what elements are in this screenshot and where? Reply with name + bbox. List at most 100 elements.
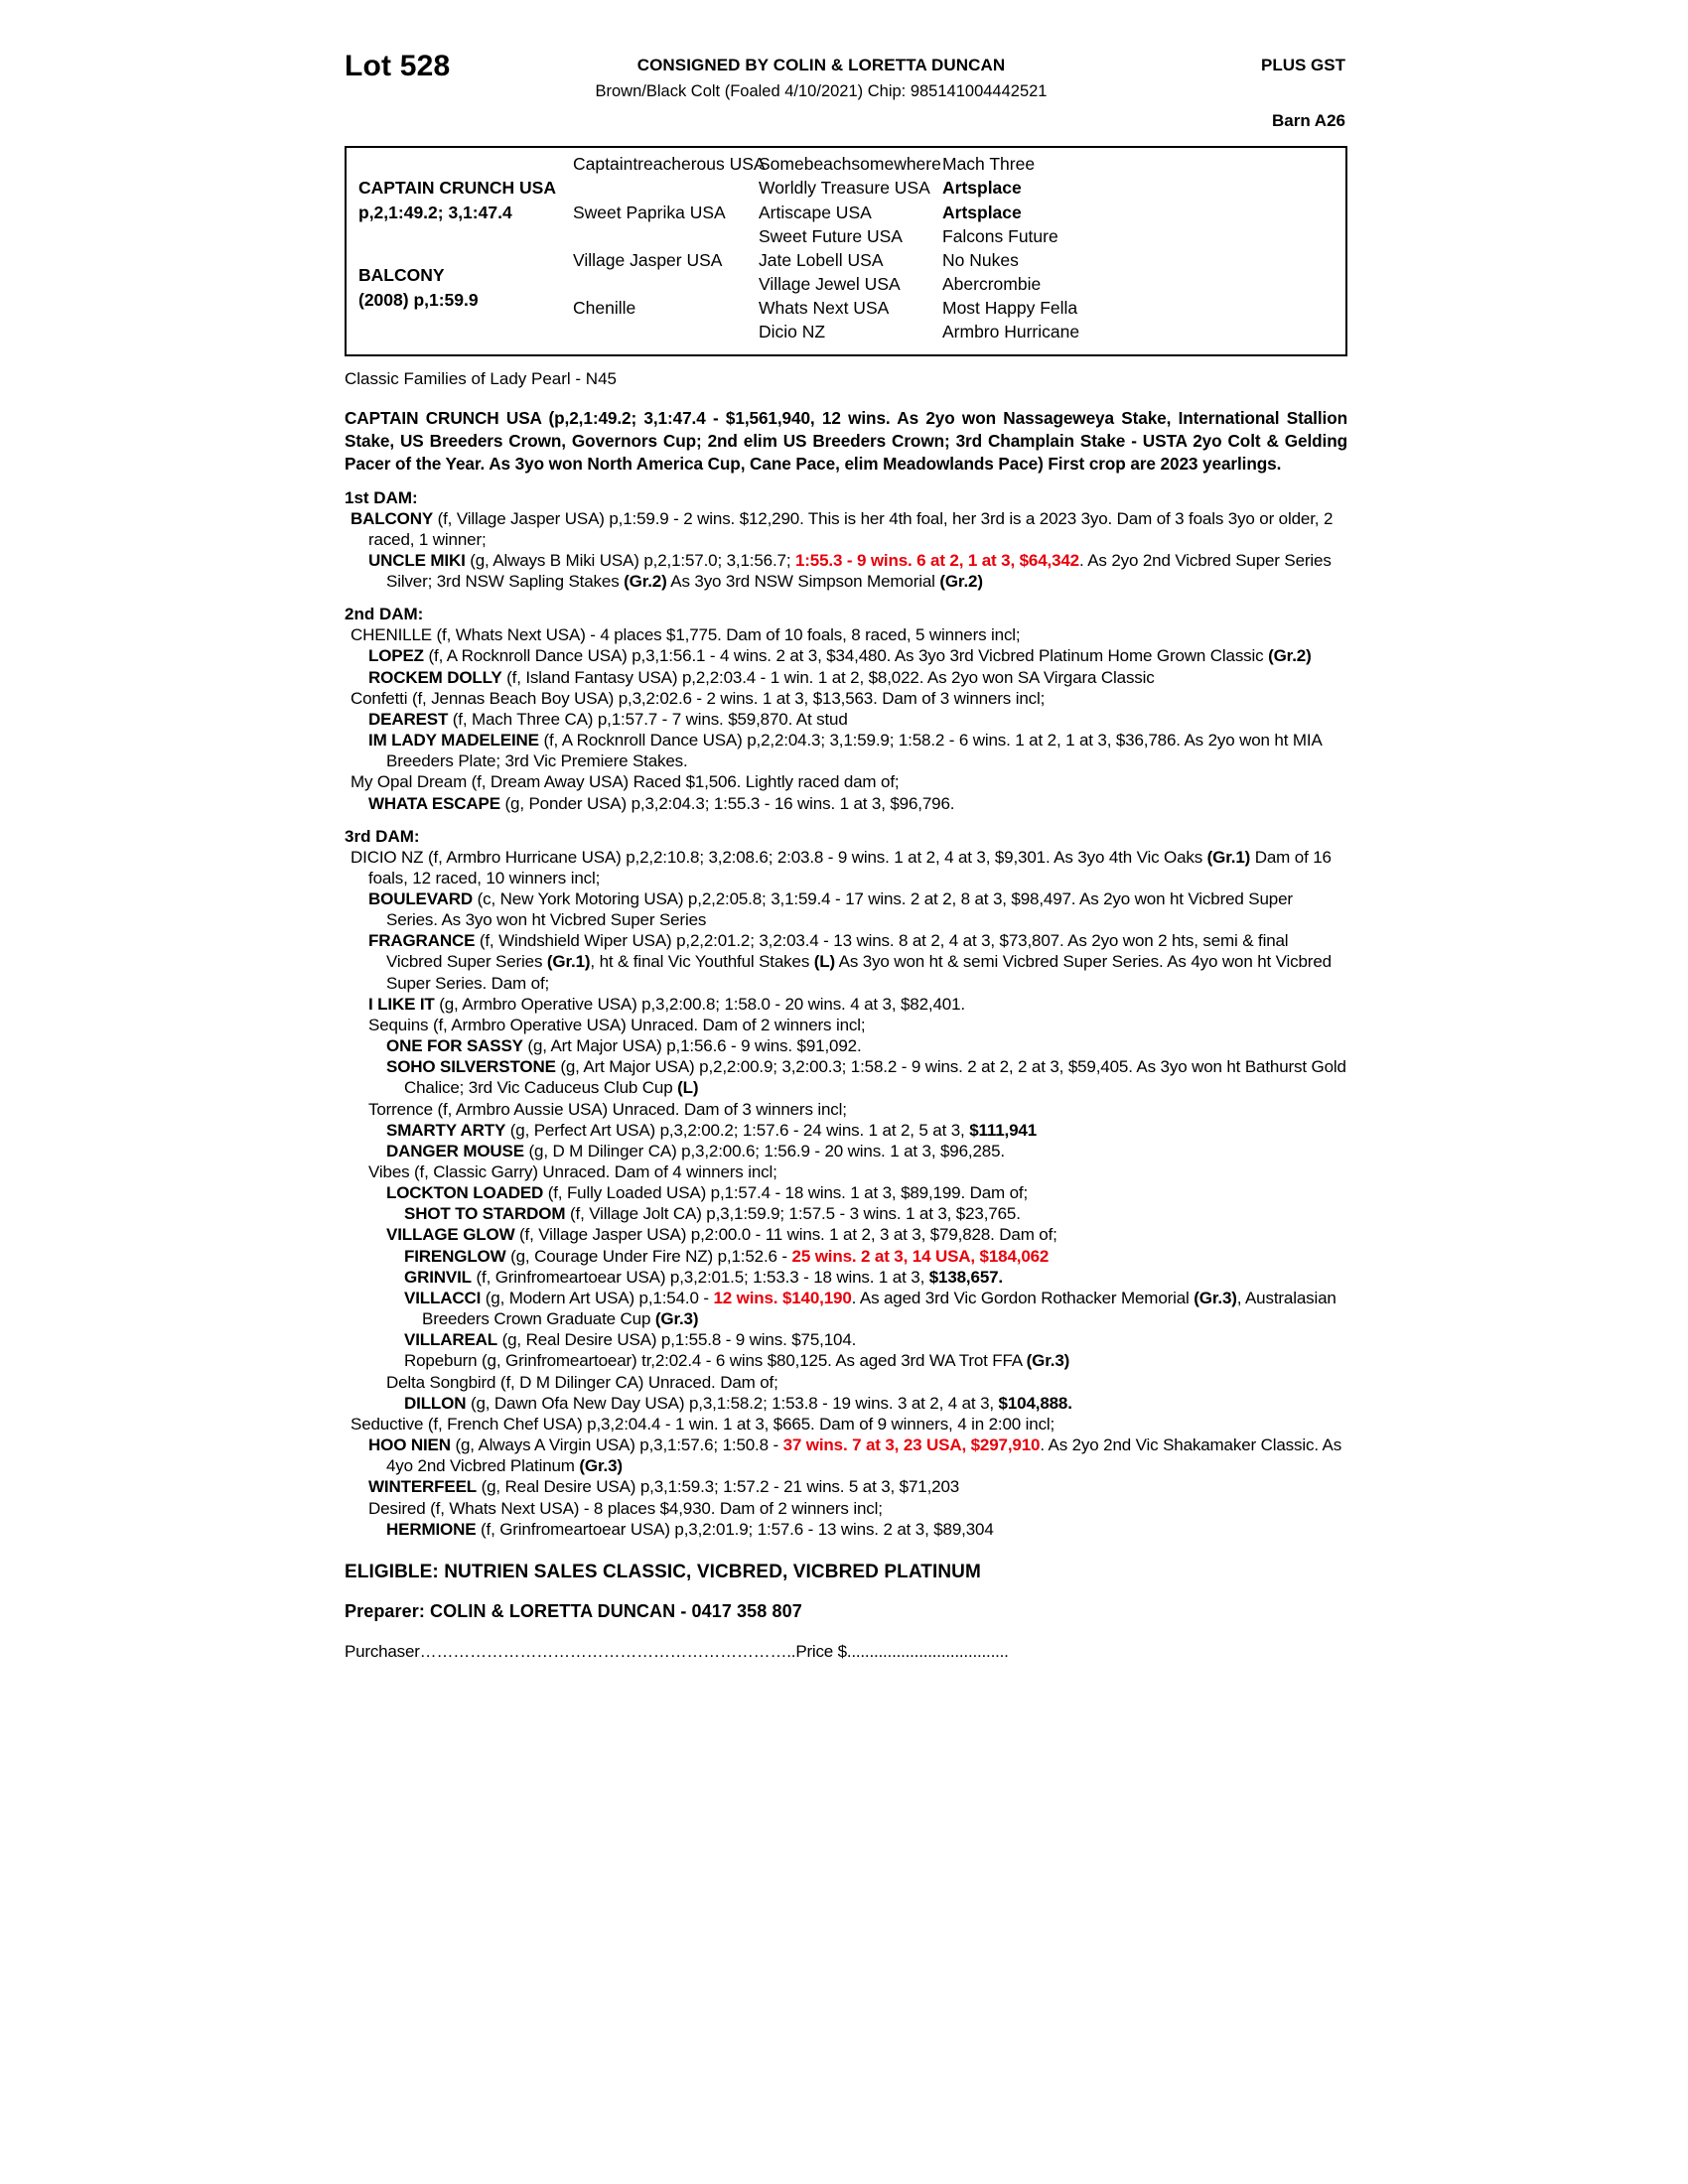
- horse-name: BOULEVARD: [368, 888, 474, 908]
- pedigree-entry: FRAGRANCE (f, Windshield Wiper USA) p,2,…: [345, 930, 1347, 993]
- pedigree-entry: LOCKTON LOADED (f, Fully Loaded USA) p,1…: [345, 1182, 1347, 1203]
- entry-detail: (g, Modern Art USA) p,1:54.0 -: [481, 1288, 714, 1307]
- horse-description: Brown/Black Colt (Foaled 4/10/2021) Chip…: [595, 82, 1048, 100]
- entry-detail: (f, Island Fantasy USA) p,2,2:03.4 - 1 w…: [501, 667, 1155, 687]
- pedigree-gen3-5: Jate Lobell USA: [759, 250, 884, 270]
- grade-badge: (Gr.2): [624, 572, 667, 592]
- pedigree-entry: VILLAGE GLOW (f, Village Jasper USA) p,2…: [345, 1224, 1347, 1245]
- pedigree-entry: LOPEZ (f, A Rocknroll Dance USA) p,3,1:5…: [345, 645, 1347, 666]
- entry-detail: (g, Courage Under Fire NZ) p,1:52.6 -: [505, 1246, 792, 1266]
- pedigree-gen3-1: Somebeachsomewhere: [759, 154, 941, 174]
- horse-name: GRINVIL: [404, 1267, 472, 1287]
- dam-heading: 2nd DAM:: [345, 605, 424, 624]
- entry-detail: (g, Ponder USA) p,3,2:04.3; 1:55.3 - 16 …: [499, 793, 955, 813]
- entry-detail: (f, Fully Loaded USA) p,1:57.4 - 18 wins…: [543, 1183, 1029, 1203]
- pedigree-sire-sire: Captaintreacherous USA: [573, 154, 766, 174]
- horse-name: VILLAREAL: [404, 1330, 498, 1350]
- pedigree-gen3-4: Sweet Future USA: [759, 226, 903, 246]
- entry-detail: (g, Perfect Art USA) p,3,2:00.2; 1:57.6 …: [505, 1120, 970, 1140]
- horse-name: HERMIONE: [386, 1519, 477, 1539]
- pedigree-sire-name: CAPTAIN CRUNCH USA: [358, 178, 556, 198]
- pedigree-gen3-8: Dicio NZ: [759, 322, 826, 341]
- grade-badge: (Gr.2): [1268, 646, 1312, 666]
- pedigree-entry: BOULEVARD (c, New York Motoring USA) p,2…: [345, 888, 1347, 930]
- pedigree-gen4-6: Abercrombie: [942, 274, 1042, 294]
- pedigree-entry: ROCKEM DOLLY (f, Island Fantasy USA) p,2…: [345, 667, 1347, 688]
- pedigree-entry: SOHO SILVERSTONE (g, Art Major USA) p,2,…: [345, 1056, 1347, 1098]
- pedigree-table: CAPTAIN CRUNCH USA p,2,1:49.2; 3,1:47.4 …: [345, 146, 1347, 356]
- entry-detail: (f, Dream Away USA) Raced $1,506. Lightl…: [467, 772, 900, 792]
- pedigree-entry: SHOT TO STARDOM (f, Village Jolt CA) p,3…: [345, 1203, 1347, 1224]
- horse-name: My Opal Dream: [351, 772, 468, 792]
- pedigree-entry: ONE FOR SASSY (g, Art Major USA) p,1:56.…: [345, 1035, 1347, 1056]
- entry-detail: (f, A Rocknroll Dance USA) p,2,2:04.3; 3…: [386, 731, 1322, 771]
- entry-detail: (f, Mach Three CA) p,1:57.7 - 7 wins. $5…: [448, 709, 848, 729]
- entry-detail: (f, Village Jasper USA) p,1:59.9 - 2 win…: [368, 508, 1334, 549]
- horse-name: VILLACCI: [404, 1288, 482, 1307]
- pedigree-entry: BALCONY (f, Village Jasper USA) p,1:59.9…: [345, 508, 1347, 550]
- entry-detail: (f, Classic Garry) Unraced. Dam of 4 win…: [409, 1162, 777, 1181]
- grade-badge: (L): [677, 1078, 699, 1098]
- plus-gst-label: PLUS GST: [1260, 56, 1345, 74]
- entry-detail: (g, Dawn Ofa New Day USA) p,3,1:58.2; 1:…: [466, 1393, 999, 1413]
- pedigree-entry: VILLACCI (g, Modern Art USA) p,1:54.0 - …: [345, 1288, 1347, 1329]
- dam-heading: 3rd DAM:: [345, 826, 420, 846]
- pedigree-dam-dam: Chenille: [573, 298, 636, 318]
- entry-detail: (f, Armbro Aussie USA) Unraced. Dam of 3…: [432, 1099, 847, 1119]
- horse-name: Torrence: [368, 1099, 433, 1119]
- dam-sections: 1st DAM: BALCONY (f, Village Jasper USA) …: [345, 488, 1347, 1540]
- horse-name: DILLON: [404, 1393, 467, 1413]
- pedigree-gen3-6: Village Jewel USA: [759, 274, 901, 294]
- entry-detail: (f, Whats Next USA) - 8 places $4,930. D…: [425, 1498, 883, 1518]
- pedigree-sire-dam: Sweet Paprika USA: [573, 203, 726, 222]
- pedigree-gen4-5: No Nukes: [942, 250, 1019, 270]
- entry-detail: (f, Whats Next USA) - 4 places $1,775. D…: [431, 625, 1021, 645]
- pedigree-entry: DANGER MOUSE (g, D M Dilinger CA) p,3,2:…: [345, 1141, 1347, 1161]
- pedigree-gen4-4: Falcons Future: [942, 226, 1058, 246]
- grade-badge: (Gr.3): [579, 1456, 623, 1476]
- pedigree-gen3-3: Artiscape USA: [759, 203, 872, 222]
- pedigree-sire-record: p,2,1:49.2; 3,1:47.4: [358, 203, 512, 222]
- highlight-record: 37 wins. 7 at 3, 23 USA, $297,910: [782, 1435, 1041, 1455]
- entry-detail: (c, New York Motoring USA) p,2,2:05.8; 3…: [386, 888, 1293, 930]
- consigned-by: CONSIGNED BY COLIN & LORETTA DUNCAN: [636, 56, 1006, 74]
- horse-name: DANGER MOUSE: [386, 1141, 524, 1160]
- earnings-bold: $138,657.: [928, 1267, 1003, 1287]
- pedigree-dam-record: (2008) p,1:59.9: [358, 290, 479, 310]
- pedigree-entry: IM LADY MADELEINE (f, A Rocknroll Dance …: [345, 730, 1347, 771]
- highlight-record: 25 wins. 2 at 3, 14 USA, $184,062: [791, 1246, 1050, 1266]
- horse-name: SOHO SILVERSTONE: [386, 1057, 556, 1077]
- pedigree-entry: DILLON (g, Dawn Ofa New Day USA) p,3,1:5…: [345, 1393, 1347, 1414]
- horse-name: LOCKTON LOADED: [386, 1183, 544, 1203]
- pedigree-entry: Ropeburn (g, Grinfromeartoear) tr,2:02.4…: [345, 1350, 1347, 1371]
- horse-name: Confetti: [351, 688, 408, 708]
- pedigree-gen4-8: Armbro Hurricane: [942, 322, 1080, 341]
- pedigree-entry: DICIO NZ (f, Armbro Hurricane USA) p,2,2…: [345, 847, 1347, 888]
- entry-detail: (f, D M Dilinger CA) Unraced. Dam of;: [495, 1372, 778, 1392]
- pedigree-dam-sire: Village Jasper USA: [573, 250, 723, 270]
- pedigree-entry: CHENILLE (f, Whats Next USA) - 4 places …: [345, 624, 1347, 645]
- entry-detail: (g, Armbro Operative USA) p,3,2:00.8; 1:…: [434, 994, 965, 1014]
- entry-detail: (g, Always B Miki USA) p,2,1:57.0; 3,1:5…: [465, 550, 795, 570]
- pedigree-entry: Desired (f, Whats Next USA) - 8 places $…: [345, 1498, 1347, 1519]
- horse-name: SHOT TO STARDOM: [404, 1204, 566, 1224]
- entry-detail-cont: . As aged 3rd Vic Gordon Rothacker Memor…: [422, 1288, 1336, 1329]
- entry-detail-cont: . As 2yo 2nd Vicbred Super Series Silver…: [386, 550, 1332, 592]
- dam-heading: 1st DAM:: [345, 487, 418, 507]
- earnings-bold: $111,941: [969, 1120, 1038, 1140]
- dam-entry-list: CHENILLE (f, Whats Next USA) - 4 places …: [345, 624, 1347, 813]
- pedigree-dam-name: BALCONY: [358, 265, 445, 285]
- entry-detail-cont: . As 2yo 2nd Vic Shakamaker Classic. As …: [386, 1435, 1342, 1476]
- entry-detail: (f, Grinfromeartoear USA) p,3,2:01.9; 1:…: [476, 1519, 994, 1539]
- horse-name: VILLAGE GLOW: [386, 1225, 515, 1245]
- pedigree-gen3-2: Worldly Treasure USA: [759, 178, 930, 198]
- pedigree-gen4-3: Artsplace: [942, 203, 1022, 222]
- grade-badge: (Gr.1): [546, 952, 591, 972]
- horse-name: WINTERFEEL: [368, 1477, 477, 1497]
- pedigree-gen4-2: Artsplace: [942, 178, 1022, 198]
- page-header: Lot 528 CONSIGNED BY COLIN & LORETTA DUN…: [345, 40, 1347, 144]
- grade-badge: (Gr.1): [1206, 847, 1251, 867]
- entry-detail: (f, Armbro Operative USA) Unraced. Dam o…: [428, 1015, 866, 1034]
- pedigree-entry: I LIKE IT (g, Armbro Operative USA) p,3,…: [345, 994, 1347, 1015]
- horse-name: Seductive: [351, 1414, 424, 1433]
